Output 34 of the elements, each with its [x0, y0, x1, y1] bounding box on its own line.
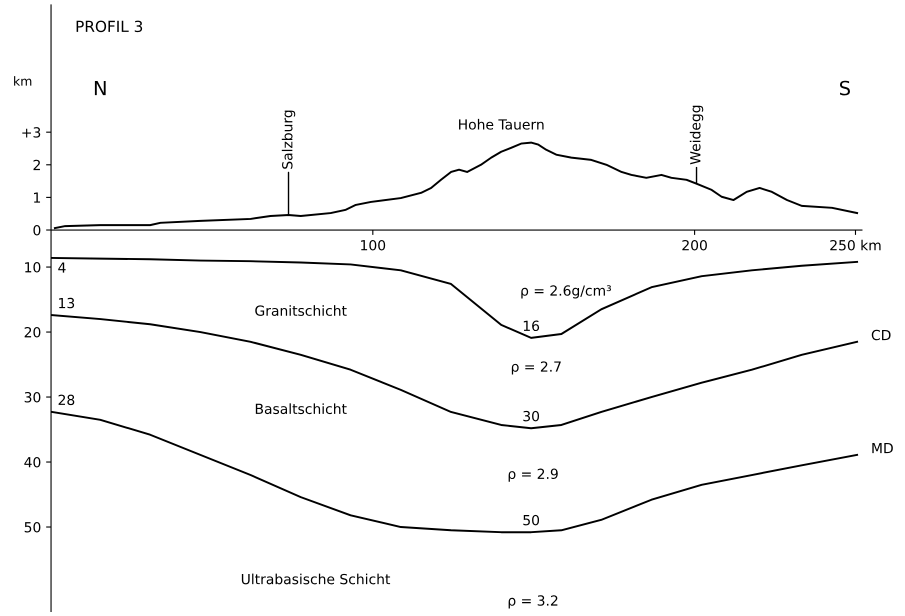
y-axis-title: km — [14, 76, 32, 86]
annotation: S — [840, 80, 850, 96]
series-label: MD — [872, 443, 893, 454]
annotation: Ultrabasische Schicht — [242, 574, 390, 584]
y-tick-label: 50 — [24, 522, 40, 532]
x-tick-label: 250 km — [830, 240, 881, 250]
annotation: 50 — [523, 514, 540, 526]
y-tick-label: 10 — [25, 262, 40, 273]
x-tick-label: 200 — [682, 240, 707, 250]
y-tick-label: 30 — [24, 392, 40, 403]
y-tick-label: 20 — [24, 327, 40, 338]
series-label: CD — [872, 330, 891, 340]
y-tick-label: 40 — [24, 456, 40, 468]
annotation: ρ = 2.7 — [512, 361, 561, 375]
y-tick-label: 0 — [33, 224, 40, 236]
annotation: 28 — [58, 394, 74, 406]
text: PROFIL 3 — [76, 20, 142, 32]
annotation: Granitschicht — [255, 305, 347, 316]
y-tick-label: 1 — [34, 192, 40, 203]
x-tick-label: 100 — [361, 240, 386, 250]
annotation: Salzburg — [282, 110, 296, 169]
annotation: Hohe Tauern — [459, 118, 544, 130]
annotation: 13 — [59, 298, 74, 308]
y-tick-label: +3 — [22, 127, 40, 138]
annotation: N — [94, 80, 106, 96]
annotation: Weidegg — [690, 106, 704, 164]
annotation: 4 — [58, 262, 66, 273]
annotation: 16 — [524, 320, 540, 332]
annotation: 30 — [523, 410, 540, 422]
annotation: ρ = 2.6g/cm³ — [521, 285, 611, 298]
annotation: ρ = 2.9 — [508, 468, 558, 482]
annotation: Basaltschicht — [256, 403, 347, 414]
y-tick-label: 2 — [34, 160, 40, 170]
annotation: ρ = 3.2 — [508, 595, 558, 608]
